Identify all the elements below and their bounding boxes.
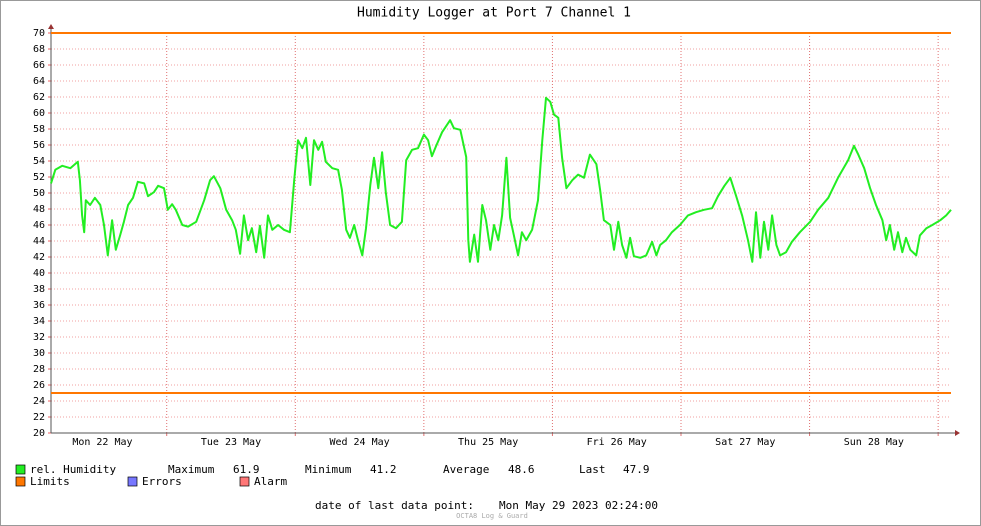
y-tick-label: 60 xyxy=(33,108,45,119)
y-tick-label: 46 xyxy=(33,220,45,231)
y-tick-label: 38 xyxy=(33,284,45,295)
y-tick-label: 56 xyxy=(33,140,45,151)
x-tick-label: Sun 28 May xyxy=(844,437,904,448)
y-tick-label: 34 xyxy=(33,316,45,327)
legend-label: Errors xyxy=(142,475,182,488)
y-tick-label: 42 xyxy=(33,252,45,263)
legend-label: Limits xyxy=(30,475,70,488)
y-tick-label: 62 xyxy=(33,92,45,103)
chart-title: Humidity Logger at Port 7 Channel 1 xyxy=(357,6,631,21)
stat-value: 48.6 xyxy=(508,463,535,476)
stat-label: Minimum xyxy=(305,463,352,476)
y-tick-label: 26 xyxy=(33,380,45,391)
axis-arrow xyxy=(955,430,960,436)
y-tick-label: 66 xyxy=(33,60,45,71)
stat-value: 47.9 xyxy=(623,463,650,476)
x-tick-label: Tue 23 May xyxy=(201,437,261,448)
plot-area xyxy=(51,33,951,433)
stat-value: 61.9 xyxy=(233,463,260,476)
footer-value: Mon May 29 2023 02:24:00 xyxy=(499,499,658,512)
y-tick-label: 52 xyxy=(33,172,45,183)
y-tick-label: 36 xyxy=(33,300,45,311)
footer-label: date of last data point: xyxy=(315,499,474,512)
legend-swatch xyxy=(15,464,26,475)
x-tick-label: Wed 24 May xyxy=(329,437,389,448)
y-tick-label: 50 xyxy=(33,188,45,199)
data-line xyxy=(50,96,952,263)
y-tick-label: 64 xyxy=(33,76,45,87)
axis-arrow xyxy=(48,24,54,29)
y-tick-label: 58 xyxy=(33,124,45,135)
y-tick-label: 48 xyxy=(33,204,45,215)
stat-label: Average xyxy=(443,463,489,476)
stat-value: 41.2 xyxy=(370,463,397,476)
stat-label: Maximum xyxy=(168,463,215,476)
x-tick-label: Fri 26 May xyxy=(587,437,647,448)
y-tick-label: 68 xyxy=(33,44,45,55)
x-tick-label: Mon 22 May xyxy=(72,437,132,448)
y-tick-label: 22 xyxy=(33,412,45,423)
y-tick-label: 28 xyxy=(33,364,45,375)
legend-swatch xyxy=(127,476,138,487)
y-tick-label: 70 xyxy=(33,28,45,39)
y-tick-label: 30 xyxy=(33,348,45,359)
stat-label: Last xyxy=(579,463,606,476)
x-tick-label: Thu 25 May xyxy=(458,437,518,448)
y-tick-label: 44 xyxy=(33,236,45,247)
y-tick-label: 32 xyxy=(33,332,45,343)
watermark: OCTA8 Log & Guard xyxy=(456,512,528,520)
y-tick-label: 20 xyxy=(33,428,45,439)
legend-swatch xyxy=(15,476,26,487)
x-tick-label: Sat 27 May xyxy=(715,437,775,448)
legend-label: Alarm xyxy=(254,475,287,488)
legend-swatch xyxy=(239,476,250,487)
y-tick-label: 24 xyxy=(33,396,45,407)
legend-label: rel. Humidity xyxy=(30,463,116,476)
y-tick-label: 40 xyxy=(33,268,45,279)
y-tick-label: 54 xyxy=(33,156,45,167)
